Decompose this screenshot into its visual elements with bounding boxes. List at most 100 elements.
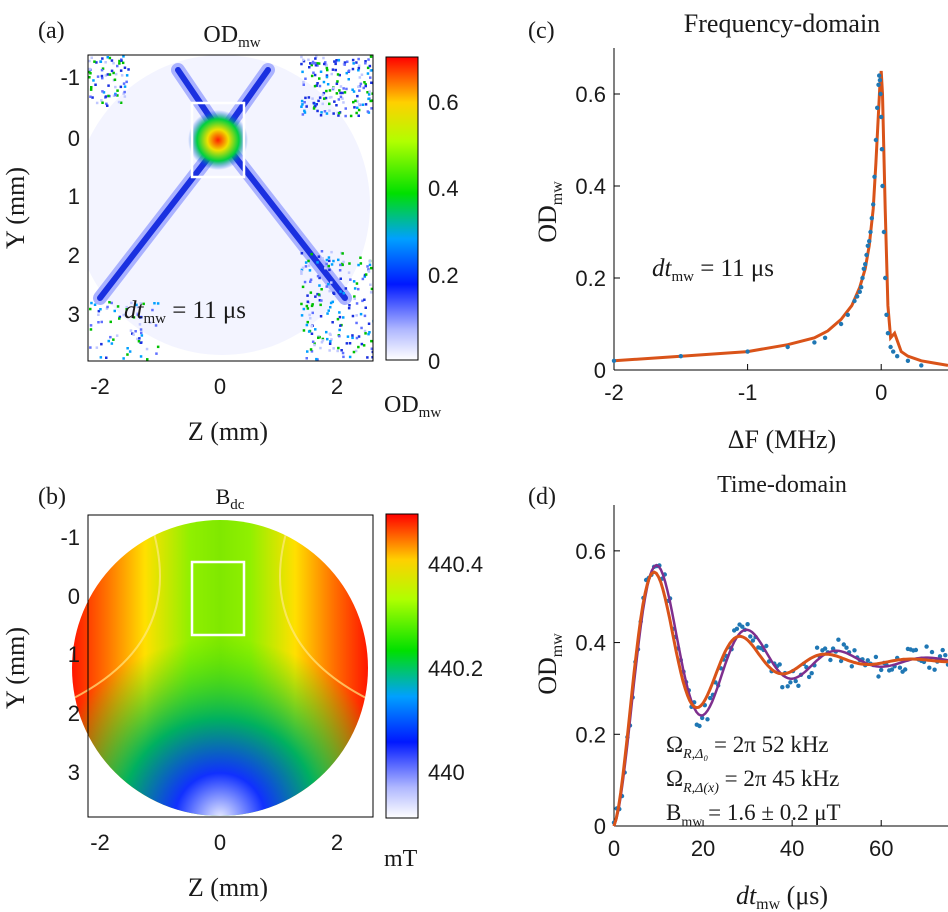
noise-pixel [369, 55, 373, 58]
data-point [879, 114, 884, 120]
panel-c-title: Frequency-domain [684, 9, 880, 38]
noise-pixel [318, 77, 321, 80]
noise-pixel [100, 99, 103, 102]
cbar-tick: 0.2 [428, 263, 459, 288]
noise-pixel [333, 60, 336, 63]
noise-pixel [328, 342, 332, 345]
noise-pixel [310, 325, 313, 328]
noise-pixel [300, 314, 304, 317]
noise-pixel [303, 111, 307, 114]
noise-pixel [329, 340, 332, 343]
noise-pixel [330, 95, 333, 99]
noise-pixel [301, 70, 304, 74]
noise-pixel [338, 89, 341, 92]
ytick: 2 [68, 701, 80, 726]
noise-pixel [367, 93, 371, 96]
noise-pixel [319, 346, 322, 350]
noise-pixel [89, 88, 93, 91]
noise-pixel [316, 64, 319, 67]
noise-pixel [89, 307, 92, 311]
noise-pixel [325, 64, 328, 67]
data-point [877, 78, 883, 83]
data-point [859, 285, 864, 290]
noise-pixel [319, 114, 323, 117]
noise-pixel [364, 306, 367, 309]
noise-pixel [316, 109, 319, 113]
noise-pixel [135, 303, 138, 307]
noise-pixel [327, 256, 331, 259]
panel-d-annotations: ΩR,Δ₀ = 2π 52 kHz ΩR,Δ(x) = 2π 45 kHz Bm… [666, 732, 841, 830]
xtick: -2 [90, 374, 110, 399]
noise-pixel [325, 262, 328, 266]
data-point [822, 646, 828, 651]
data-point [873, 137, 879, 143]
noise-pixel [109, 335, 112, 339]
noise-pixel [321, 102, 324, 106]
data-point [878, 91, 883, 97]
colorbar-a-ticks: 0 0.2 0.4 0.6 [428, 90, 459, 374]
data-point [868, 229, 873, 235]
noise-pixel [331, 300, 334, 304]
ytick: 3 [68, 302, 80, 327]
noise-pixel [306, 300, 310, 303]
noise-pixel [337, 346, 340, 350]
noise-pixel [364, 103, 368, 106]
data-point [869, 216, 874, 221]
cbar-tick: 440.4 [428, 552, 483, 577]
noise-pixel [367, 58, 370, 61]
noise-pixel [123, 85, 127, 88]
noise-pixel [319, 315, 323, 318]
noise-pixel [352, 62, 355, 65]
noise-pixel [89, 346, 92, 349]
ytick: -1 [60, 65, 80, 90]
noise-pixel [338, 328, 341, 332]
noise-pixel [328, 268, 331, 272]
data-point [865, 243, 870, 248]
noise-pixel [308, 269, 312, 272]
noise-pixel [305, 304, 309, 308]
data-point [885, 331, 891, 336]
x-tick-label: 40 [780, 836, 804, 861]
noise-pixel [319, 303, 322, 307]
noise-pixel [330, 338, 333, 341]
noise-pixel [316, 82, 319, 85]
noise-pixel [335, 59, 338, 62]
noise-pixel [357, 108, 361, 112]
noise-pixel [344, 107, 347, 110]
noise-pixel [321, 339, 325, 342]
noise-pixel [106, 104, 109, 107]
noise-pixel [354, 349, 358, 353]
ytick: 0 [68, 584, 80, 609]
noise-pixel [154, 324, 158, 327]
noise-pixel [349, 114, 353, 118]
noise-pixel [339, 95, 343, 99]
noise-pixel [343, 61, 347, 64]
noise-pixel [317, 293, 321, 296]
noise-pixel [353, 106, 356, 109]
noise-pixel [336, 349, 339, 353]
noise-pixel [310, 252, 313, 256]
noise-pixel [91, 96, 94, 99]
noise-pixel [367, 97, 370, 101]
noise-pixel [357, 57, 360, 61]
noise-pixel [116, 94, 119, 97]
panel-b-xticks: -2 0 2 [90, 830, 343, 855]
data-point [857, 289, 862, 294]
fit-line-orange [613, 70, 948, 367]
data-point [750, 638, 756, 643]
noise-pixel [318, 299, 322, 302]
noise-pixel [308, 313, 311, 317]
noise-pixel [325, 66, 329, 70]
noise-pixel [132, 333, 135, 336]
noise-pixel [136, 312, 139, 315]
noise-pixel [306, 320, 309, 324]
noise-pixel [118, 317, 121, 320]
noise-pixel [115, 334, 119, 337]
noise-pixel [369, 283, 372, 286]
noise-pixel [368, 64, 372, 68]
noise-pixel [309, 280, 312, 283]
noise-pixel [336, 73, 340, 76]
noise-pixel [116, 305, 120, 308]
data-point [852, 648, 857, 653]
noise-pixel [355, 336, 359, 340]
